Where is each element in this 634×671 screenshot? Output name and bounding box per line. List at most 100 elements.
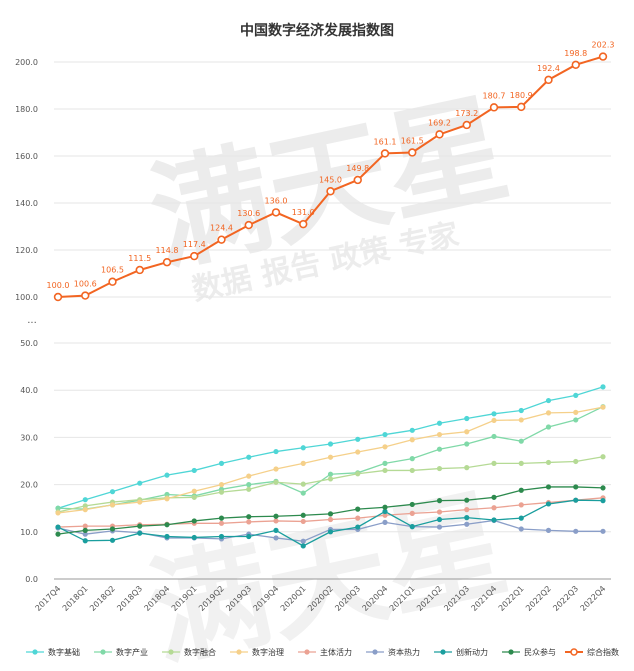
- data-label: 124.4: [210, 224, 233, 233]
- data-point: [573, 497, 579, 503]
- lower-ytick-label: 0.0: [25, 575, 38, 584]
- data-label: 180.9: [510, 91, 533, 100]
- legend-item[interactable]: 综合指数: [565, 647, 619, 657]
- legend-item[interactable]: 数字基础: [26, 647, 80, 657]
- data-point: [81, 291, 90, 300]
- data-label: 180.7: [483, 91, 506, 100]
- data-point: [191, 534, 197, 541]
- data-point: [300, 481, 306, 487]
- data-point: [217, 235, 226, 244]
- x-tick-label: 2017Q4: [34, 584, 63, 613]
- data-point: [191, 488, 197, 494]
- data-point: [273, 518, 279, 524]
- upper-ytick-label: 160.0: [15, 152, 38, 161]
- series-综合指数: 100.0 100.6 106.5 111.5 114.8 117.4 124.4 130.6…: [47, 41, 614, 302]
- legend-swatch-marker: [100, 649, 106, 655]
- data-point: [518, 515, 524, 521]
- watermark-main-lower: 满天星: [137, 474, 518, 667]
- data-point: [273, 527, 279, 533]
- data-point: [517, 102, 526, 112]
- data-point: [218, 460, 225, 466]
- legend-label: 数字基础: [48, 647, 80, 657]
- data-point: [246, 519, 252, 525]
- data-point: [436, 498, 443, 504]
- data-point: [327, 511, 334, 517]
- data-point: [382, 444, 388, 450]
- lower-ytick-label: 40.0: [20, 386, 38, 395]
- data-point: [326, 187, 335, 196]
- data-point: [436, 420, 443, 426]
- legend-swatch-marker: [168, 649, 174, 655]
- legend-item[interactable]: 资本热力: [366, 647, 420, 657]
- x-tick-label: 2022Q3: [551, 584, 580, 613]
- data-point: [300, 518, 306, 525]
- legend-swatch-marker: [304, 649, 310, 655]
- x-tick-label: 2018Q2: [88, 584, 117, 613]
- data-point: [137, 523, 143, 529]
- data-point: [409, 456, 415, 462]
- legend-label: 综合指数: [587, 647, 619, 657]
- data-point: [573, 458, 579, 465]
- data-point: [545, 410, 552, 416]
- data-point: [191, 494, 197, 500]
- data-point: [355, 506, 361, 512]
- data-point: [109, 502, 116, 508]
- legend-label: 创新动力: [456, 647, 488, 657]
- data-point: [573, 528, 579, 534]
- data-point: [518, 526, 524, 532]
- data-point: [300, 512, 306, 518]
- data-point: [82, 497, 88, 503]
- data-point: [327, 476, 334, 482]
- data-point: [382, 519, 388, 525]
- legend-item[interactable]: 主体活力: [298, 647, 352, 657]
- data-point: [82, 507, 88, 513]
- data-label: 169.2: [428, 118, 451, 127]
- data-point: [355, 471, 361, 477]
- data-point: [409, 501, 415, 508]
- legend-item[interactable]: 数字融合: [162, 647, 216, 657]
- lower-ytick-label: 10.0: [20, 528, 38, 537]
- data-point: [218, 481, 225, 488]
- data-label: 145.0: [319, 175, 342, 184]
- data-point: [600, 498, 606, 504]
- lower-ytick-label: 20.0: [20, 481, 38, 490]
- data-point: [108, 277, 117, 286]
- data-point: [464, 441, 470, 447]
- data-point: [518, 417, 524, 423]
- data-point: [137, 499, 143, 505]
- data-label: 161.5: [401, 136, 424, 145]
- data-point: [300, 543, 306, 549]
- legend-item[interactable]: 数字产业: [94, 647, 148, 657]
- legend-item[interactable]: 创新动力: [434, 647, 488, 657]
- data-point: [244, 220, 253, 230]
- data-point: [218, 520, 225, 526]
- data-point: [545, 424, 552, 430]
- legend-item[interactable]: 民众参与: [502, 647, 556, 657]
- data-point: [436, 431, 443, 438]
- data-point: [436, 465, 443, 472]
- data-point: [300, 490, 306, 496]
- lower-ytick-label: 50.0: [20, 339, 38, 348]
- data-point: [489, 103, 499, 112]
- data-point: [380, 149, 390, 158]
- data-point: [109, 537, 116, 543]
- data-label: 131.0: [292, 208, 315, 217]
- data-point: [273, 513, 279, 519]
- data-point: [327, 516, 334, 523]
- data-label: 100.6: [74, 280, 97, 289]
- data-point: [355, 515, 361, 521]
- data-point: [55, 531, 61, 537]
- data-point: [327, 471, 334, 477]
- legend-label: 数字融合: [184, 647, 216, 657]
- data-label: 198.8: [564, 49, 587, 58]
- data-point: [491, 460, 497, 466]
- data-point: [464, 429, 470, 435]
- data-point: [382, 504, 388, 510]
- data-point: [464, 415, 470, 422]
- data-point: [409, 467, 415, 474]
- data-point: [382, 460, 388, 466]
- data-point: [409, 437, 415, 443]
- legend-item[interactable]: 数字治理: [230, 647, 284, 657]
- data-point: [491, 505, 497, 511]
- data-point: [273, 479, 279, 485]
